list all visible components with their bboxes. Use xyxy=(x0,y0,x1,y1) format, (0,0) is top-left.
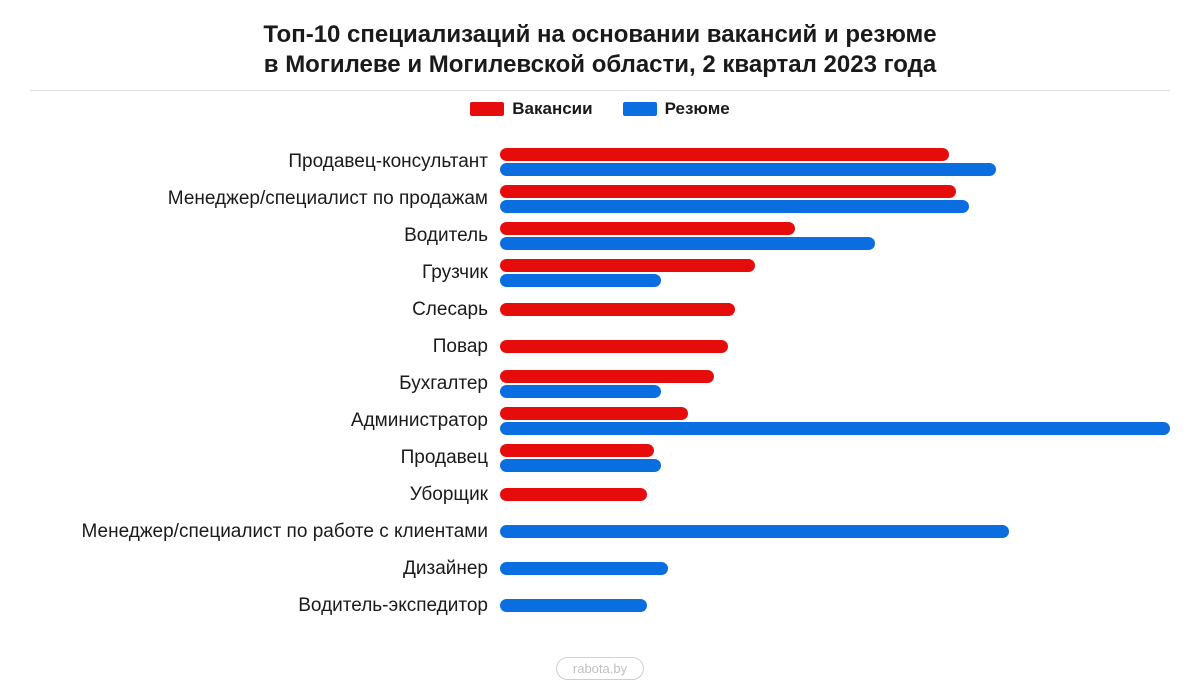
category-label: Продавец xyxy=(30,447,500,469)
chart-container: Топ-10 специализаций на основании ваканс… xyxy=(0,0,1200,700)
legend-item-resumes: Резюме xyxy=(623,99,730,119)
chart-title-line1: Топ-10 специализаций на основании ваканс… xyxy=(30,20,1170,50)
category-label: Слесарь xyxy=(30,299,500,321)
chart-footer: rabota.by xyxy=(30,657,1170,680)
title-divider xyxy=(30,90,1170,91)
legend-swatch-resumes xyxy=(623,102,657,116)
category-label: Грузчик xyxy=(30,262,500,284)
category-label: Дизайнер xyxy=(30,558,500,580)
bar-vacancies xyxy=(500,444,654,457)
source-badge: rabota.by xyxy=(556,657,644,680)
legend-label-vacancies: Вакансии xyxy=(512,99,592,119)
bar-vacancies xyxy=(500,340,728,353)
bar-resumes xyxy=(500,599,647,612)
bar-resumes xyxy=(500,237,875,250)
bar-resumes xyxy=(500,525,1009,538)
bar-vacancies xyxy=(500,185,956,198)
bar-vacancies xyxy=(500,259,755,272)
legend-item-vacancies: Вакансии xyxy=(470,99,592,119)
bar-resumes xyxy=(500,274,661,287)
category-label: Бухгалтер xyxy=(30,373,500,395)
bar-vacancies xyxy=(500,148,949,161)
bar-resumes xyxy=(500,459,661,472)
bar-resumes xyxy=(500,422,1170,435)
category-label: Менеджер/специалист по работе с клиентам… xyxy=(30,521,500,543)
bar-resumes xyxy=(500,200,969,213)
bar-vacancies xyxy=(500,222,795,235)
category-label: Водитель-экспедитор xyxy=(30,595,500,617)
bar-resumes xyxy=(500,562,668,575)
category-label: Водитель xyxy=(30,225,500,247)
chart-title-line2: в Могилеве и Могилевской области, 2 квар… xyxy=(30,50,1170,80)
bar-resumes xyxy=(500,163,996,176)
category-label: Уборщик xyxy=(30,484,500,506)
bar-vacancies xyxy=(500,370,714,383)
category-labels-column: Продавец-консультант Менеджер/специалист … xyxy=(30,143,500,647)
category-label: Продавец-консультант xyxy=(30,151,500,173)
bar-vacancies xyxy=(500,303,735,316)
legend: Вакансии Резюме xyxy=(30,99,1170,119)
chart-title: Топ-10 специализаций на основании ваканс… xyxy=(30,20,1170,80)
category-label: Менеджер/специалист по продажам xyxy=(30,188,500,210)
legend-label-resumes: Резюме xyxy=(665,99,730,119)
bar-vacancies xyxy=(500,488,647,501)
category-label: Администратор xyxy=(30,410,500,432)
plot-area: Продавец-консультант Менеджер/специалист … xyxy=(30,143,1170,647)
category-label: Повар xyxy=(30,336,500,358)
bars-column xyxy=(500,143,1170,647)
legend-swatch-vacancies xyxy=(470,102,504,116)
bar-vacancies xyxy=(500,407,688,420)
bar-resumes xyxy=(500,385,661,398)
